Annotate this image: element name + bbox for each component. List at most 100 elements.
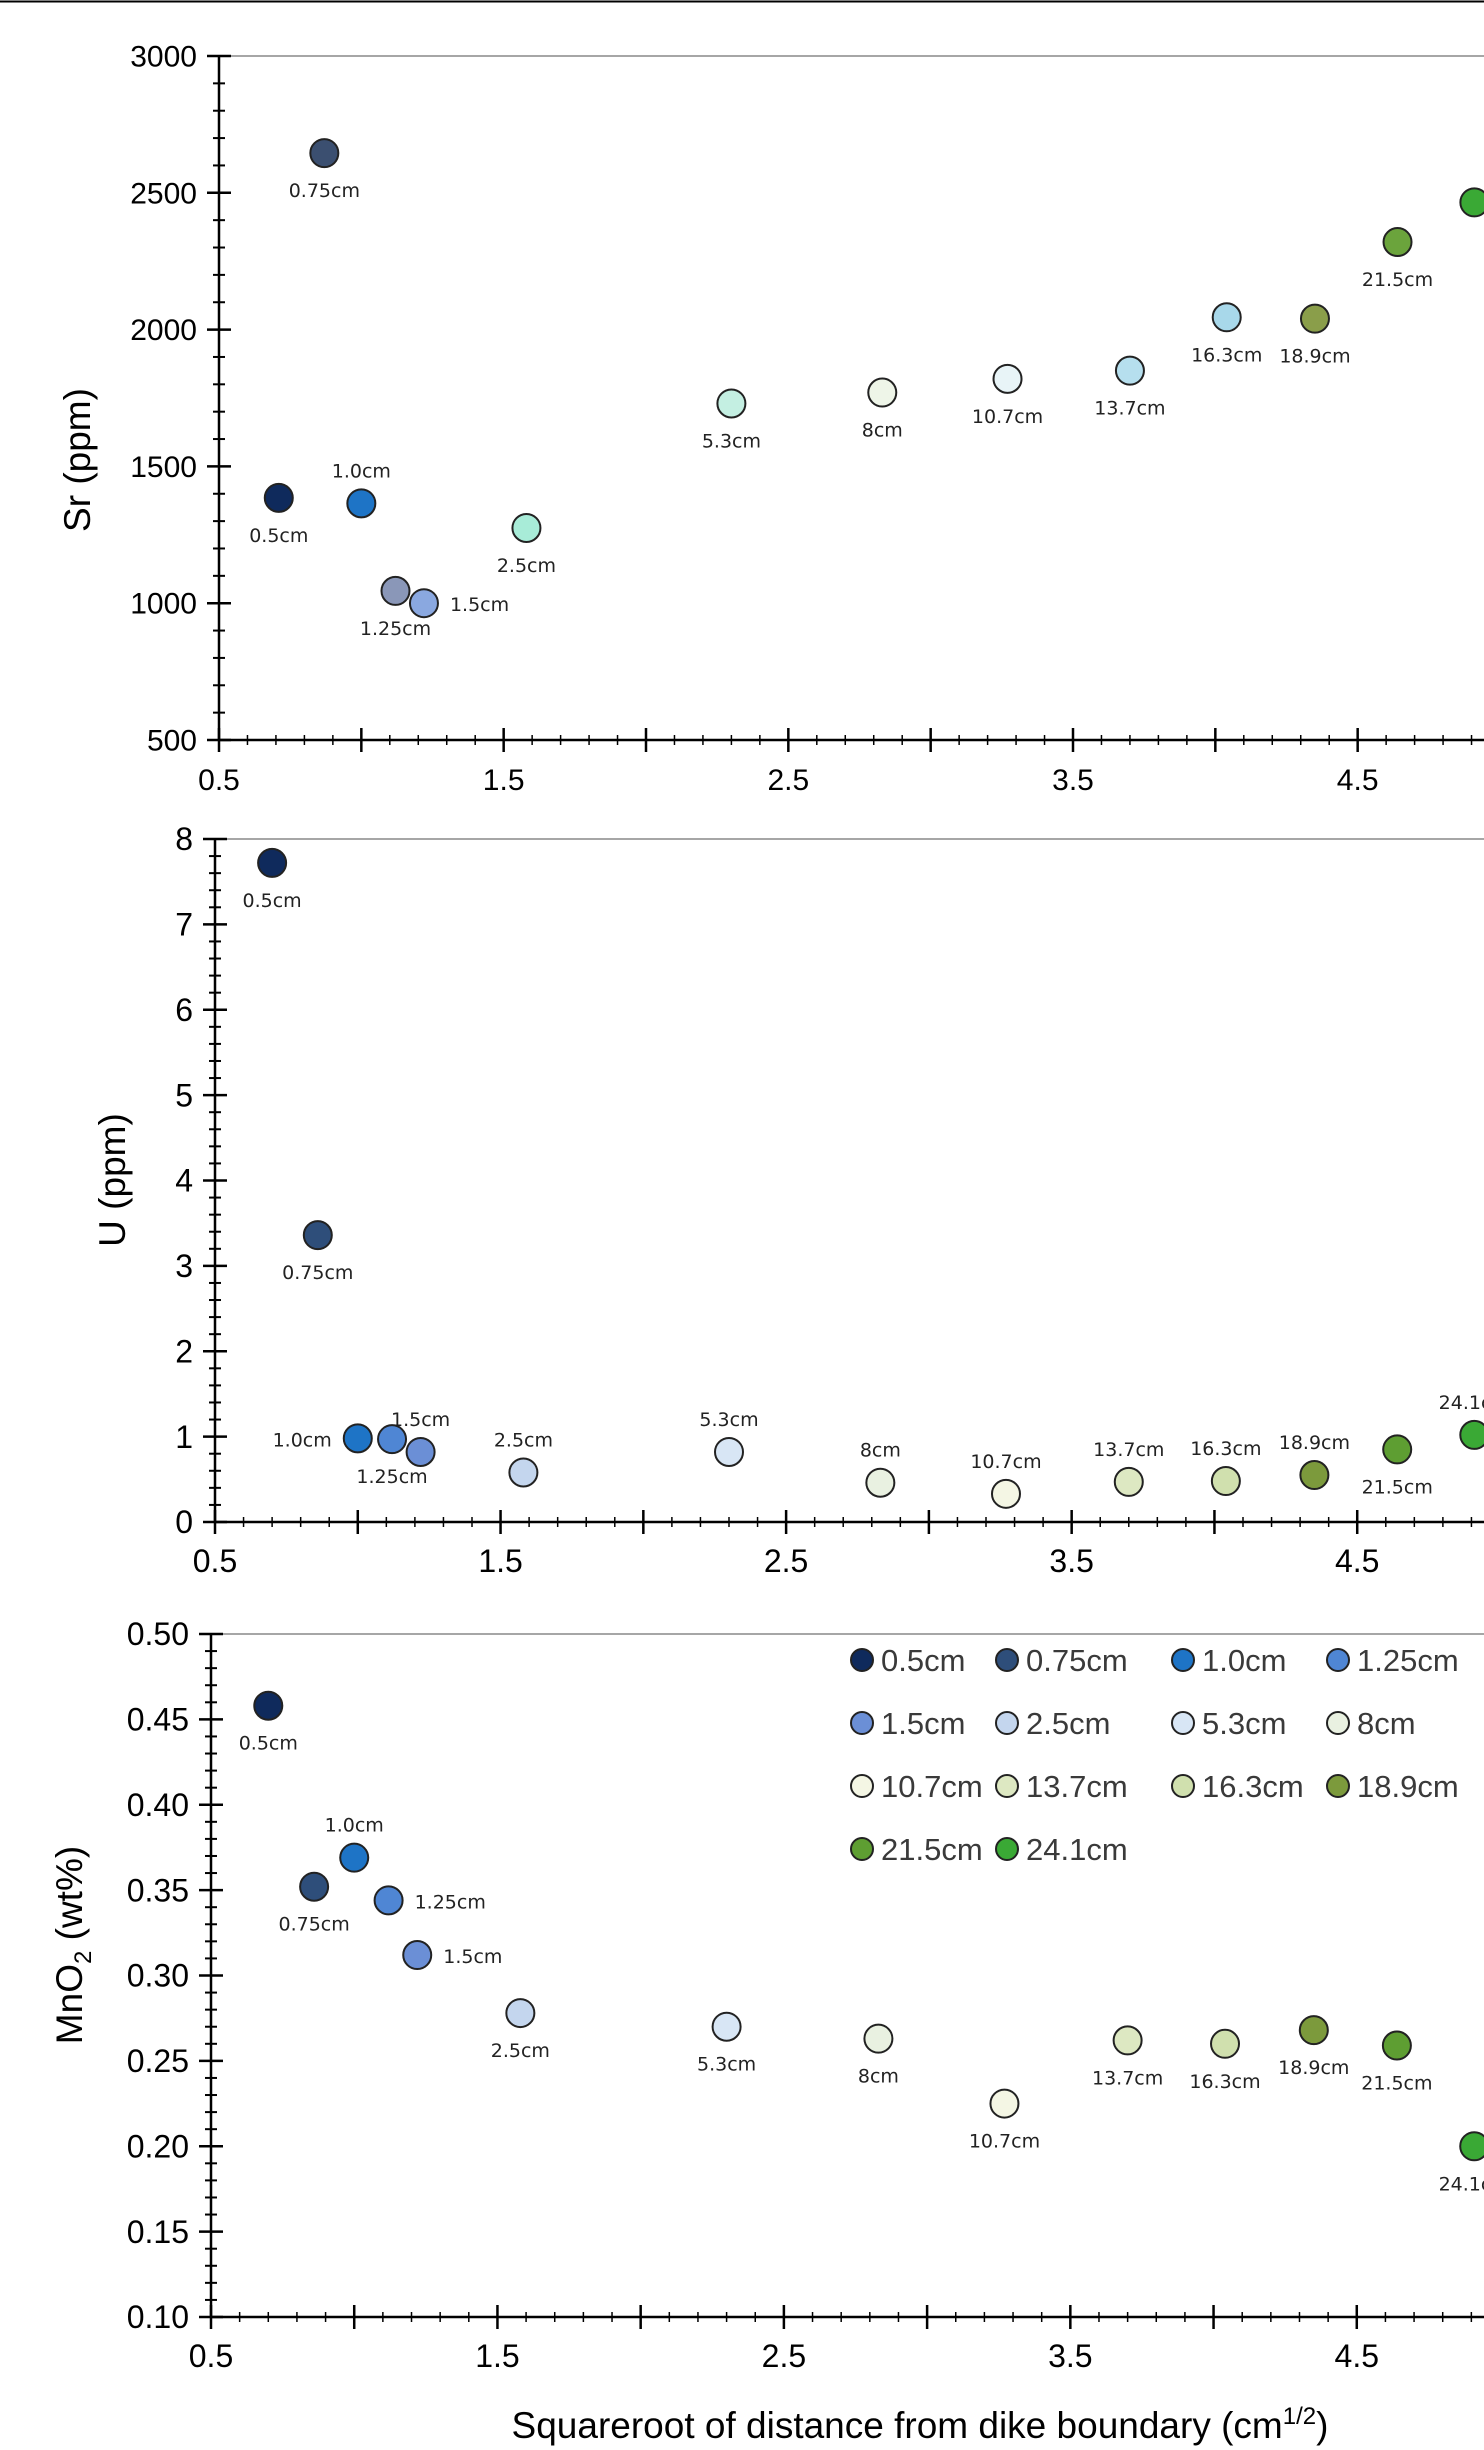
u-point-label: 8cm	[860, 1440, 901, 1462]
legend-label: 21.5cm	[881, 1832, 983, 1867]
u-y-tick-label: 7	[175, 907, 193, 943]
u-point-label: 1.0cm	[273, 1429, 332, 1451]
sr-point-13-7cm	[1114, 355, 1145, 386]
mno2-x-tick-label: 1.5	[475, 2338, 519, 2374]
legend-label: 2.5cm	[1026, 1706, 1110, 1741]
mno2-point-21-5cm	[1381, 2030, 1412, 2061]
x-axis-title-sup: 1/2	[1283, 2403, 1316, 2430]
mno2-y-tick-label: 0.30	[127, 1958, 189, 1994]
sr-tick-labels: 500 1000 1500 2000 2500 3000 0.5 1.5 2.5 3.5 4.5	[130, 41, 1378, 798]
mno2-tick-labels: 0.10 0.15 0.20 0.25 0.30 0.35 0.40 0.45 0.50 0.5 1…	[127, 1616, 1379, 2374]
mno2-x-tick-label: 0.5	[189, 2338, 233, 2374]
mno2-y-axis-title-main: MnO	[49, 1964, 90, 2044]
sr-x-tick-label: 2.5	[767, 764, 809, 797]
sr-x-tick-label: 0.5	[198, 764, 240, 797]
legend-swatch-13-7cm	[995, 1774, 1019, 1798]
x-axis-title-suffix: )	[1316, 2405, 1328, 2446]
u-y-tick-label: 5	[175, 1077, 193, 1113]
legend-label: 8cm	[1357, 1706, 1416, 1741]
u-point-label: 21.5cm	[1362, 1476, 1433, 1498]
u-point-label: 18.9cm	[1279, 1432, 1350, 1454]
mno2-point-label: 1.25cm	[415, 1891, 486, 1913]
sr-point-21-5cm	[1382, 227, 1413, 258]
legend-label: 1.25cm	[1357, 1643, 1459, 1678]
sr-point-1-0cm	[346, 488, 377, 519]
legend-label: 1.5cm	[881, 1706, 965, 1741]
u-point-label: 0.75cm	[282, 1262, 353, 1284]
u-point-label: 10.7cm	[970, 1451, 1041, 1473]
sr-point-label: 21.5cm	[1362, 269, 1433, 291]
mno2-point-label: 16.3cm	[1189, 2071, 1260, 2093]
u-y-tick-label: 8	[175, 821, 193, 857]
u-point-2-5cm	[508, 1457, 539, 1488]
u-point-label: 0.5cm	[243, 890, 302, 912]
u-x-tick-label: 4.5	[1335, 1543, 1379, 1579]
mno2-point-5-3cm	[711, 2011, 742, 2042]
sr-point-1-25cm	[380, 575, 411, 606]
u-point-label: 13.7cm	[1093, 1439, 1164, 1461]
u-point-24-1cm	[1459, 1419, 1484, 1450]
mno2-point-label: 18.9cm	[1278, 2057, 1349, 2079]
legend-swatch-1-0cm	[1171, 1648, 1195, 1672]
u-point-label: 24.1cm	[1439, 1392, 1484, 1414]
mno2-y-tick-label: 0.20	[127, 2128, 189, 2164]
u-x-tick-label: 1.5	[478, 1543, 522, 1579]
mno2-x-tick-label: 3.5	[1048, 2338, 1092, 2374]
u-point-label: 5.3cm	[699, 1409, 758, 1431]
u-y-tick-label: 0	[175, 1504, 193, 1540]
sr-y-tick-label: 2000	[130, 314, 197, 347]
u-x-tick-label: 3.5	[1049, 1543, 1093, 1579]
mno2-point-24-1cm	[1459, 2131, 1484, 2162]
sr-y-tick-label: 1000	[130, 588, 197, 621]
u-point-21-5cm	[1382, 1434, 1413, 1465]
u-axes	[203, 837, 1484, 1534]
x-axis-title-main: Squareroot of distance from dike boundar…	[512, 2405, 1283, 2446]
legend-label: 0.5cm	[881, 1643, 965, 1678]
legend-label: 5.3cm	[1202, 1706, 1286, 1741]
mno2-data-points: 0.5cm 0.75cm 1.0cm 1.25cm 1.5cm 2.5cm 5.3cm 8cm…	[239, 1690, 1484, 2195]
legend-label: 10.7cm	[881, 1769, 983, 1804]
mno2-legend: 0.5cm 0.75cm 1.0cm 1.25cm 1.5cm 2.5cm 5.3cm 8cm…	[850, 1643, 1459, 1867]
mno2-y-tick-label: 0.10	[127, 2299, 189, 2335]
mno2-point-1-5cm	[402, 1940, 433, 1971]
mno2-y-tick-label: 0.35	[127, 1872, 189, 1908]
sr-x-tick-label: 1.5	[483, 764, 525, 797]
sr-point-1-5cm	[408, 588, 439, 619]
mno2-point-label: 21.5cm	[1361, 2073, 1432, 2095]
u-x-tick-label: 2.5	[764, 1543, 808, 1579]
mno2-point-8cm	[863, 2023, 894, 2054]
mno2-point-label: 10.7cm	[969, 2131, 1040, 2153]
sr-y-tick-label: 500	[147, 725, 197, 758]
u-point-1-25cm	[377, 1424, 408, 1455]
sr-point-0-5cm	[263, 482, 294, 513]
legend-label: 24.1cm	[1026, 1832, 1128, 1867]
sr-point-label: 13.7cm	[1094, 398, 1165, 420]
u-y-axis-title: U (ppm)	[92, 1113, 133, 1247]
u-point-5-3cm	[714, 1436, 744, 1467]
sr-point-8cm	[867, 377, 898, 408]
legend-swatch-21-5cm	[850, 1837, 874, 1861]
sr-point-18-9cm	[1299, 303, 1330, 334]
u-point-16-3cm	[1210, 1466, 1241, 1497]
sr-point-24-1cm	[1459, 187, 1484, 218]
mno2-point-label: 13.7cm	[1092, 2067, 1163, 2089]
mno2-point-1-0cm	[339, 1842, 370, 1873]
sr-point-10-7cm	[992, 363, 1023, 394]
legend-swatch-24-1cm	[995, 1837, 1019, 1861]
sr-y-axis-title: Sr (ppm)	[57, 388, 98, 532]
u-x-tick-label: 0.5	[193, 1543, 237, 1579]
u-y-tick-label: 2	[175, 1333, 193, 1369]
mno2-y-tick-label: 0.40	[127, 1787, 189, 1823]
u-point-10-7cm	[990, 1478, 1021, 1509]
x-axis-title: Squareroot of distance from dike boundar…	[512, 2403, 1329, 2446]
legend-label: 1.0cm	[1202, 1643, 1286, 1678]
u-point-1-5cm	[405, 1436, 436, 1467]
mno2-y-axis-title-sub: 2	[70, 1951, 97, 1964]
sr-point-label: 2.5cm	[497, 555, 556, 577]
u-point-18-9cm	[1299, 1460, 1330, 1491]
legend-swatch-1-5cm	[850, 1711, 874, 1735]
mno2-point-label: 0.5cm	[239, 1733, 298, 1755]
u-data-points: 0.5cm 0.75cm 1.0cm 1.25cm 1.5cm 2.5cm 5.3cm 8cm…	[243, 847, 1484, 1509]
mno2-y-tick-label: 0.45	[127, 1702, 189, 1738]
